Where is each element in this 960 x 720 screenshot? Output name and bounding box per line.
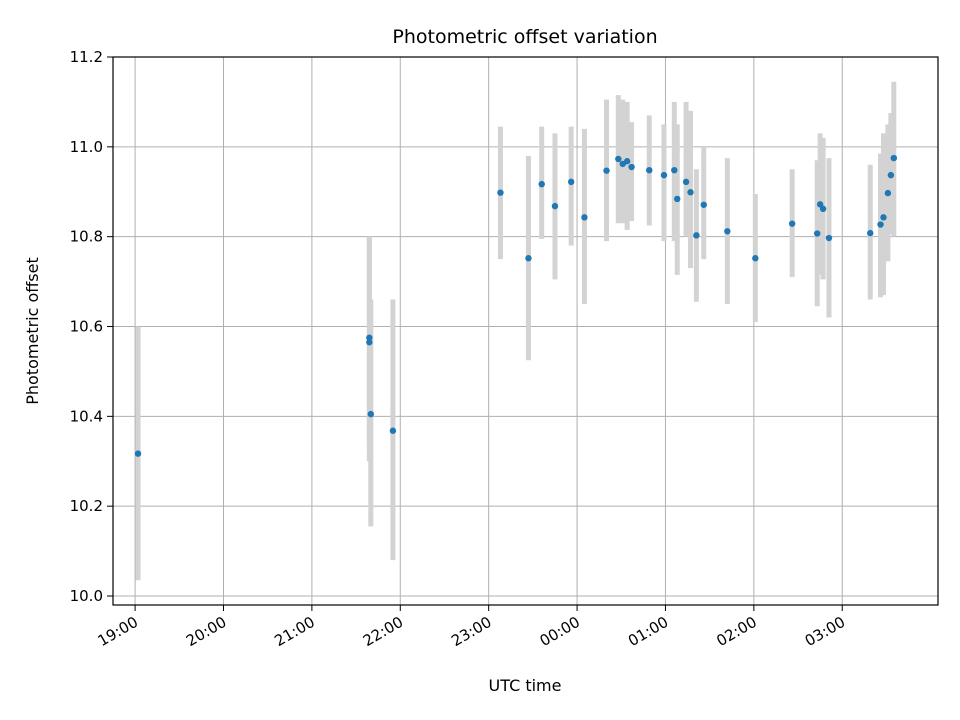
data-point: [884, 189, 892, 197]
data-point: [367, 410, 375, 418]
data-point: [646, 166, 653, 174]
y-axis-ticks: 10.0 10.2 10.4 10.6 10.8 11.0 11.2: [70, 48, 113, 605]
y-tick-label: 10.8: [70, 228, 103, 246]
data-point: [567, 178, 575, 186]
data-point: [615, 155, 622, 163]
plot-frame: [112, 56, 939, 606]
grid: [113, 56, 938, 605]
data-point: [867, 229, 874, 237]
data-point: [880, 214, 887, 221]
data-point: [819, 205, 827, 213]
data-point: [366, 339, 373, 346]
data-point: [389, 427, 397, 434]
data-point: [623, 158, 631, 165]
data-point: [687, 189, 694, 196]
y-tick-label: 11.2: [70, 48, 103, 66]
data-point: [825, 234, 833, 242]
y-tick-label: 11.0: [70, 138, 103, 156]
data-point: [551, 202, 559, 210]
data-point: [877, 221, 884, 228]
data-point: [788, 220, 796, 227]
data-point: [890, 154, 898, 162]
chart-title: Photometric offset variation: [392, 26, 657, 48]
data-point: [813, 230, 821, 237]
data-point: [366, 334, 373, 341]
y-axis-title: Photometric offset: [23, 257, 42, 405]
data-point: [671, 166, 678, 174]
data-point: [538, 180, 545, 188]
y-tick-label: 10.4: [70, 407, 103, 425]
data-point: [628, 163, 635, 171]
x-axis-title: UTC time: [489, 676, 562, 695]
data-points: [134, 154, 898, 457]
y-tick-label: 10.0: [70, 587, 103, 605]
data-point: [581, 214, 588, 221]
data-point: [887, 171, 895, 179]
data-point: [682, 178, 690, 186]
y-tick-label: 10.6: [70, 318, 103, 336]
data-point: [525, 255, 532, 262]
data-point: [497, 189, 504, 196]
data-point: [752, 255, 759, 262]
data-point: [724, 228, 731, 235]
data-point: [674, 195, 681, 203]
y-tick-label: 10.2: [70, 497, 103, 515]
data-point: [660, 171, 668, 179]
data-point: [603, 167, 610, 174]
data-point: [134, 450, 142, 457]
data-point: [700, 201, 707, 208]
data-point: [693, 232, 700, 239]
